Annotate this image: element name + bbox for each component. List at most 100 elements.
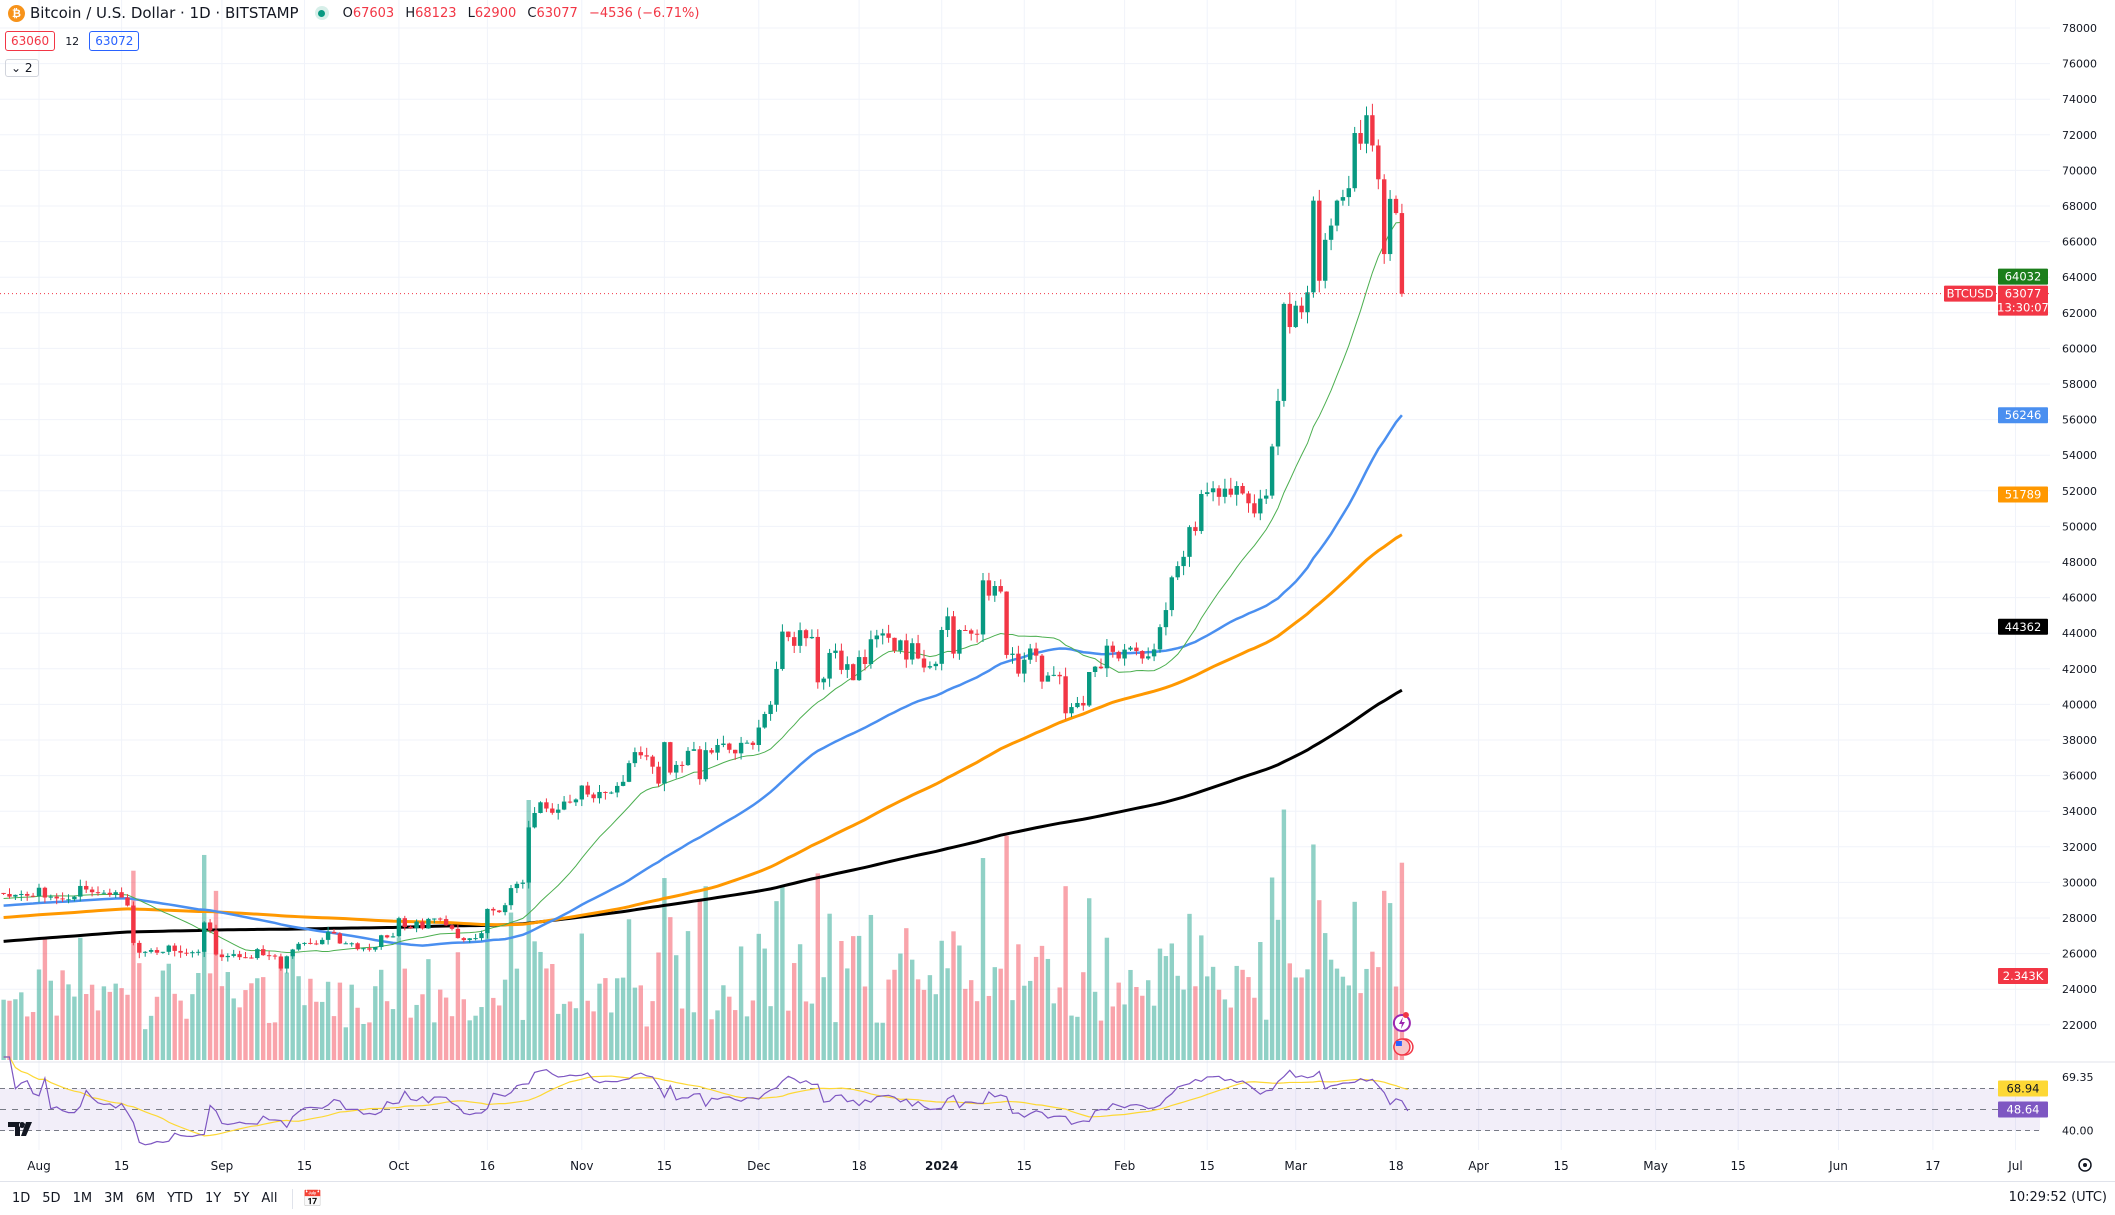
candle-body[interactable]: [1328, 225, 1334, 240]
candle-body[interactable]: [915, 643, 921, 659]
candle-body[interactable]: [851, 664, 856, 681]
candle-body[interactable]: [308, 942, 313, 944]
candle-body[interactable]: [744, 742, 750, 744]
candle-body[interactable]: [780, 631, 785, 669]
candle-body[interactable]: [1187, 527, 1192, 557]
candle-body[interactable]: [54, 896, 59, 899]
candle-body[interactable]: [520, 882, 525, 884]
candle-body[interactable]: [261, 949, 266, 956]
candle-body[interactable]: [190, 952, 195, 954]
candle-body[interactable]: [768, 704, 773, 715]
candle-body[interactable]: [408, 926, 413, 929]
candle-body[interactable]: [556, 809, 561, 813]
candle-body[interactable]: [1, 892, 6, 894]
candle-body[interactable]: [225, 955, 230, 958]
candle-body[interactable]: [1004, 591, 1009, 655]
candle-body[interactable]: [585, 785, 590, 795]
range-3m[interactable]: 3M: [104, 1191, 124, 1206]
candle-body[interactable]: [1104, 645, 1110, 669]
candle-body[interactable]: [438, 918, 443, 920]
range-1m[interactable]: 1M: [72, 1191, 93, 1206]
candle-body[interactable]: [13, 894, 18, 897]
candle-body[interactable]: [998, 586, 1003, 592]
candle-body[interactable]: [290, 949, 295, 957]
candle-body[interactable]: [325, 931, 331, 940]
candle-body[interactable]: [803, 630, 809, 639]
candle-body[interactable]: [396, 918, 402, 937]
candle-body[interactable]: [1228, 488, 1233, 495]
candle-body[interactable]: [532, 812, 537, 828]
candle-body[interactable]: [467, 938, 472, 941]
candle-body[interactable]: [615, 785, 620, 793]
candle-body[interactable]: [632, 752, 638, 764]
candle-body[interactable]: [384, 935, 390, 938]
candle-body[interactable]: [579, 785, 584, 800]
candle-body[interactable]: [207, 922, 213, 931]
candle-body[interactable]: [66, 899, 71, 901]
candle-body[interactable]: [131, 905, 136, 943]
candle-body[interactable]: [957, 629, 962, 654]
candle-body[interactable]: [620, 781, 626, 786]
candle-body[interactable]: [738, 742, 744, 754]
candle-body[interactable]: [756, 727, 761, 745]
candle-body[interactable]: [1234, 485, 1239, 495]
candle-body[interactable]: [868, 639, 874, 664]
candle-body[interactable]: [255, 949, 260, 959]
candle-body[interactable]: [550, 808, 555, 813]
candle-body[interactable]: [249, 957, 254, 959]
candle-body[interactable]: [178, 950, 183, 953]
candle-body[interactable]: [921, 658, 927, 668]
candle-body[interactable]: [573, 799, 579, 803]
candle-body[interactable]: [727, 743, 732, 750]
candle-body[interactable]: [1334, 200, 1340, 226]
candle-body[interactable]: [892, 637, 897, 651]
candle-body[interactable]: [697, 749, 702, 780]
candle-body[interactable]: [1340, 197, 1346, 201]
candle-body[interactable]: [544, 802, 549, 809]
candle-body[interactable]: [414, 921, 419, 929]
candle-body[interactable]: [1151, 649, 1157, 657]
candle-body[interactable]: [1087, 672, 1092, 706]
clock[interactable]: 10:29:52 (UTC): [2008, 1190, 2107, 1205]
candle-body[interactable]: [202, 922, 207, 952]
candle-body[interactable]: [1216, 488, 1222, 497]
candle-body[interactable]: [314, 943, 319, 945]
candle-body[interactable]: [1387, 198, 1393, 255]
candle-body[interactable]: [1269, 446, 1275, 496]
range-1d[interactable]: 1D: [12, 1191, 31, 1206]
candle-body[interactable]: [1317, 200, 1322, 281]
candle-body[interactable]: [715, 744, 720, 753]
candle-body[interactable]: [874, 635, 879, 640]
buy-price-button[interactable]: 63072: [89, 31, 140, 51]
candle-body[interactable]: [272, 955, 278, 957]
candle-body[interactable]: [644, 755, 649, 757]
candle-body[interactable]: [685, 750, 691, 766]
candle-body[interactable]: [154, 950, 160, 953]
candle-body[interactable]: [101, 892, 107, 894]
candle-body[interactable]: [603, 791, 608, 793]
candle-body[interactable]: [821, 678, 826, 683]
candle-body[interactable]: [1134, 647, 1139, 651]
candle-body[interactable]: [656, 766, 661, 784]
chart-settings-icon[interactable]: [2078, 1158, 2092, 1172]
candle-body[interactable]: [910, 643, 915, 660]
candle-body[interactable]: [485, 908, 490, 934]
candle-body[interactable]: [349, 943, 354, 945]
candle-body[interactable]: [443, 919, 449, 926]
candle-body[interactable]: [1140, 651, 1145, 659]
candle-body[interactable]: [939, 629, 944, 664]
candle-body[interactable]: [473, 938, 478, 940]
candle-body[interactable]: [48, 896, 53, 898]
candle-body[interactable]: [1305, 292, 1310, 313]
candle-body[interactable]: [674, 764, 679, 773]
candle-body[interactable]: [880, 633, 885, 636]
candle-body[interactable]: [1146, 656, 1151, 659]
candle-body[interactable]: [491, 908, 496, 911]
candle-body[interactable]: [839, 650, 844, 670]
candle-body[interactable]: [827, 652, 832, 679]
range-5d[interactable]: 5D: [42, 1191, 61, 1206]
candle-body[interactable]: [567, 801, 573, 803]
candle-body[interactable]: [1063, 676, 1068, 714]
candle-body[interactable]: [1299, 305, 1304, 313]
candle-body[interactable]: [951, 616, 956, 654]
